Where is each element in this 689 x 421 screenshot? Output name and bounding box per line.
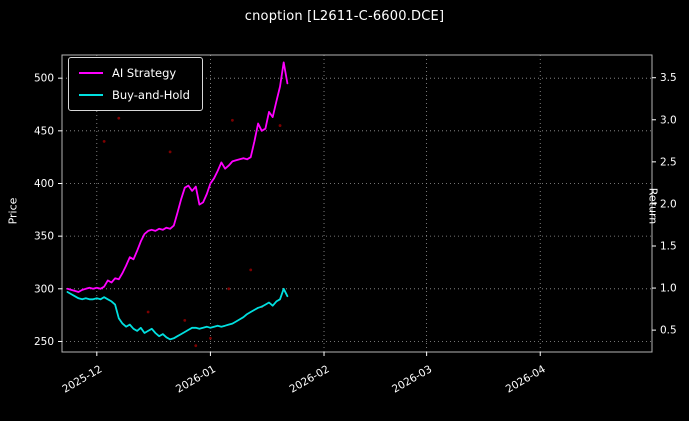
series-line-1	[66, 287, 289, 341]
y-right-tick-label: 3.0	[660, 114, 677, 126]
trade-signal-dot	[117, 116, 121, 120]
y-left-tick-label: 400	[34, 178, 54, 190]
y-left-tick-label: 500	[34, 73, 54, 85]
x-tick-label: 2026-02	[288, 363, 332, 395]
trade-signal-dot	[146, 310, 150, 314]
x-tick-label: 2026-04	[504, 363, 548, 395]
x-tick-label: 2026-03	[390, 363, 434, 395]
trade-signal-dot	[183, 319, 187, 322]
y-left-tick-label: 300	[34, 283, 54, 295]
legend-label-buy-and-hold: Buy-and-Hold	[112, 88, 190, 102]
legend-line-buy-and-hold	[79, 94, 103, 96]
trade-signal-dot	[249, 268, 253, 272]
trade-signal-dot	[194, 344, 198, 348]
y-axis-label-price: Price	[6, 197, 20, 224]
trade-signal-dot	[278, 124, 282, 127]
trade-signal-dot	[231, 118, 234, 122]
legend: AI Strategy Buy-and-Hold	[68, 57, 203, 111]
y-left-tick-label: 450	[34, 125, 54, 137]
y-right-tick-label: 1.0	[660, 283, 677, 295]
trade-signal-dot	[227, 287, 231, 291]
legend-line-ai-strategy	[79, 72, 103, 74]
series-line-0	[66, 61, 289, 293]
y-right-tick-label: 0.5	[660, 325, 677, 337]
chart-title: cnoption [L2611-C-6600.DCE]	[244, 9, 445, 24]
y-right-tick-label: 2.0	[660, 198, 677, 210]
trade-signal-dot	[209, 336, 212, 340]
legend-label-ai-strategy: AI Strategy	[112, 66, 177, 80]
y-axis-label-return: Return	[646, 188, 660, 225]
trade-signal-dot	[102, 139, 106, 143]
legend-item-buy-and-hold: Buy-and-Hold	[79, 88, 190, 102]
x-tick-label: 2026-01	[174, 363, 218, 395]
y-right-tick-label: 1.5	[660, 240, 677, 252]
legend-item-ai-strategy: AI Strategy	[79, 66, 190, 80]
trade-signal-dot	[168, 150, 172, 154]
x-tick-label: 2025-12	[60, 363, 104, 395]
y-left-tick-label: 250	[34, 336, 54, 348]
y-left-tick-label: 350	[34, 231, 54, 243]
y-right-tick-label: 2.5	[660, 156, 677, 168]
y-right-tick-label: 3.5	[660, 72, 677, 84]
